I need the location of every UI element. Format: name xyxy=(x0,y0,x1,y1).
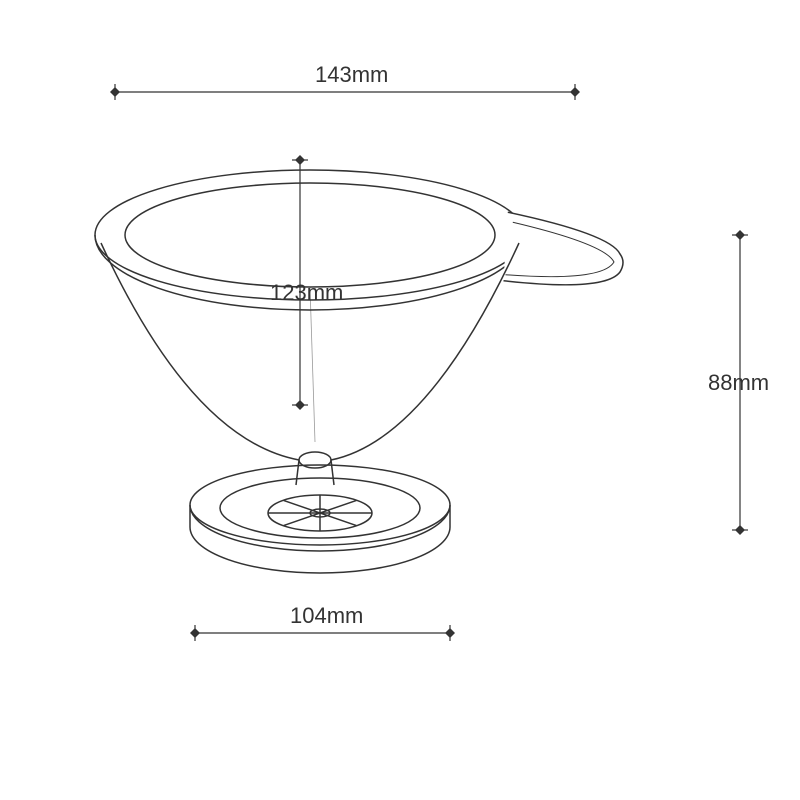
dim-top-width-label: 143mm xyxy=(315,62,388,87)
technical-drawing: 143mm 123mm 88mm 104mm xyxy=(0,0,800,800)
dimension-annotations: 143mm 123mm 88mm 104mm xyxy=(110,62,769,641)
coffee-dripper-outline xyxy=(95,170,623,573)
dim-top-width: 143mm xyxy=(115,62,575,100)
dim-height-label: 88mm xyxy=(708,370,769,395)
dim-inner-depth-label: 123mm xyxy=(270,280,343,305)
dim-base-width-label: 104mm xyxy=(290,603,363,628)
dim-height: 88mm xyxy=(708,235,769,530)
dim-base-width: 104mm xyxy=(195,603,450,641)
dim-inner-depth: 123mm xyxy=(270,160,343,405)
